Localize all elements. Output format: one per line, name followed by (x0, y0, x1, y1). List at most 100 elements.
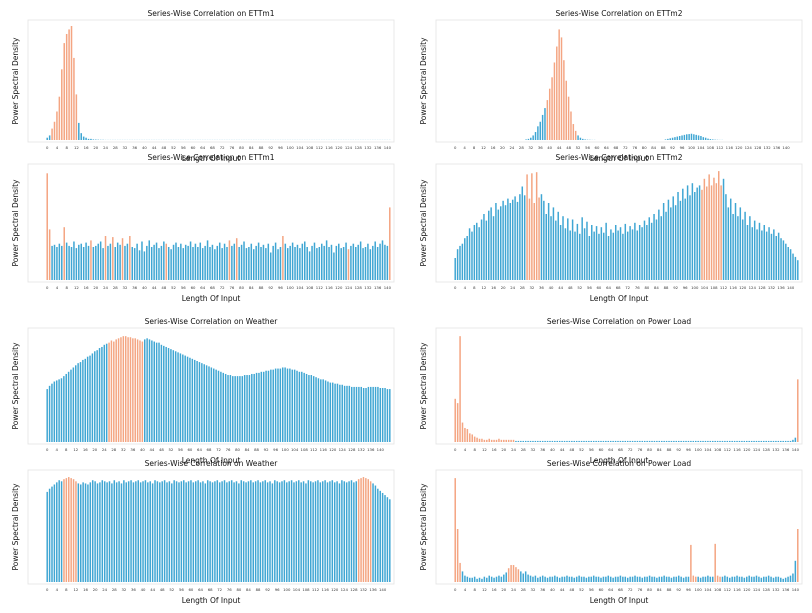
bar (58, 480, 59, 582)
bar (495, 203, 496, 280)
bar (213, 369, 214, 442)
x-tick-label: 48 (569, 587, 574, 592)
x-tick-label: 60 (191, 145, 196, 150)
bar (165, 347, 166, 442)
x-tick-label: 120 (735, 145, 743, 150)
bar (49, 135, 51, 140)
bar (627, 578, 629, 582)
x-tick-label: 84 (657, 447, 662, 452)
bar (225, 374, 226, 442)
x-tick-label: 8 (473, 447, 476, 452)
bar (265, 248, 267, 280)
bar (627, 232, 628, 280)
x-tick-label: 60 (597, 285, 602, 290)
bar (138, 480, 139, 582)
bar (663, 576, 665, 582)
x-tick-label: 60 (595, 145, 600, 150)
bar (672, 196, 673, 280)
bar (268, 244, 270, 280)
bar (110, 244, 112, 280)
x-tick-label: 64 (200, 285, 205, 290)
bar (700, 136, 701, 140)
x-tick-label: 44 (560, 447, 565, 452)
bar (571, 441, 573, 442)
bar (532, 441, 534, 442)
x-tick-label: 120 (331, 587, 339, 592)
bar (797, 260, 798, 280)
bar (180, 353, 181, 442)
bar (484, 440, 486, 442)
bar (294, 247, 296, 280)
bar (603, 441, 605, 442)
bar (88, 139, 90, 140)
bar (123, 336, 124, 442)
x-tick-label: 64 (606, 285, 611, 290)
x-tick-label: 64 (604, 145, 609, 150)
x-tick-label: 100 (691, 285, 699, 290)
bar (46, 389, 47, 442)
bar (146, 246, 148, 280)
bar (350, 246, 352, 280)
bar (765, 441, 767, 442)
bar (54, 484, 55, 582)
bar (119, 245, 121, 280)
x-tick-label: 88 (661, 145, 666, 150)
x-tick-label: 136 (782, 587, 790, 592)
bar (615, 225, 616, 280)
bar (312, 482, 313, 582)
bar (680, 201, 681, 280)
x-tick-label: 44 (149, 447, 154, 452)
bar (82, 482, 83, 582)
bar (741, 441, 743, 442)
bar (382, 240, 384, 280)
bar (471, 578, 473, 582)
bar (68, 246, 70, 280)
bar (49, 489, 50, 582)
bar (260, 482, 261, 582)
bar (156, 243, 158, 280)
x-tick-label: 12 (482, 285, 487, 290)
x-tick-label: 20 (501, 587, 506, 592)
bar (221, 248, 223, 280)
bar (178, 482, 179, 582)
bar (173, 480, 174, 582)
bar (192, 359, 193, 442)
bar (296, 371, 297, 442)
x-tick-label: 132 (364, 285, 372, 290)
bar (780, 578, 782, 582)
x-tick-label: 28 (113, 145, 118, 150)
bar (486, 440, 488, 442)
bar (676, 577, 678, 582)
x-tick-label: 132 (360, 587, 368, 592)
bar (284, 367, 285, 442)
bar (542, 115, 543, 140)
bar (370, 481, 371, 582)
bar (713, 178, 714, 280)
bar (253, 249, 255, 280)
bar (525, 571, 527, 582)
x-tick-label: 0 (46, 145, 49, 150)
bar (58, 379, 59, 442)
x-tick-label: 76 (635, 285, 640, 290)
x-tick-label: 72 (628, 587, 633, 592)
bar (336, 246, 338, 280)
x-tick-label: 12 (482, 587, 487, 592)
bar (761, 231, 762, 281)
bar (707, 441, 709, 442)
bar (274, 480, 275, 582)
bar (484, 577, 486, 582)
bar (289, 369, 290, 442)
bar (474, 577, 476, 582)
bar (168, 247, 170, 280)
bar (279, 482, 280, 582)
bar (242, 376, 243, 442)
bar (622, 234, 623, 280)
bar (457, 529, 459, 582)
chart-panel-7: Series-Wise Correlation on Power LoadPow… (419, 459, 802, 605)
bar (768, 576, 770, 582)
bar (70, 478, 71, 582)
bar (551, 77, 552, 140)
bar (170, 349, 171, 442)
x-tick-label: 40 (141, 587, 146, 592)
